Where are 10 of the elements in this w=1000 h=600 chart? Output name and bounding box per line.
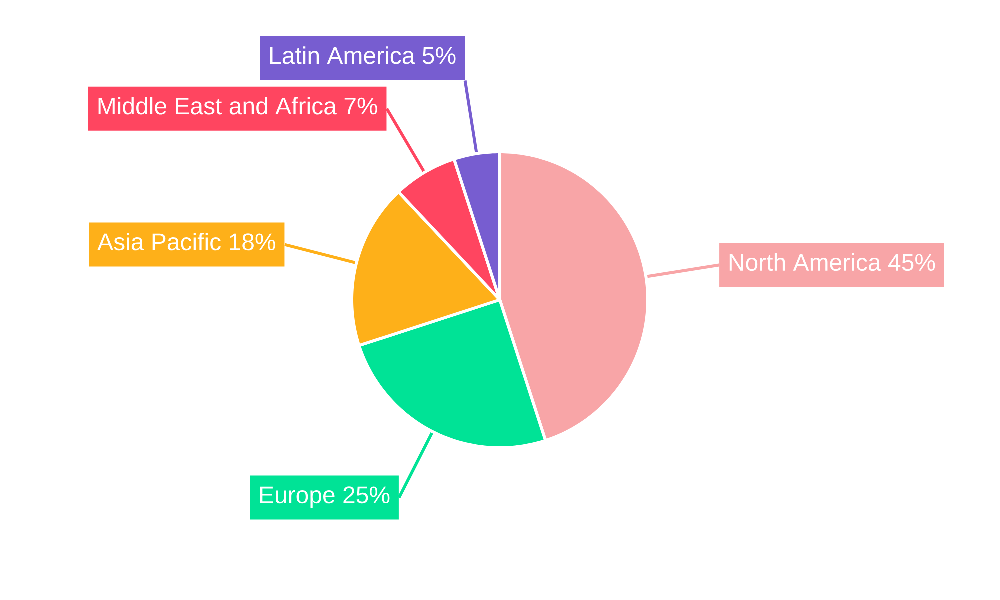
data-label: 25% [344,486,390,504]
data-label: 45% [888,254,936,272]
slice-label: Europe [260,486,335,508]
data-label: 5% [422,47,456,64]
data-label: 7% [344,98,378,115]
slice-label: North America [730,253,882,272]
data-label: 18% [230,234,276,251]
slice-label: Asia Pacific [98,232,221,251]
slice-label: Latin America [270,46,416,64]
slice-label: Middle East and Africa [98,97,337,115]
